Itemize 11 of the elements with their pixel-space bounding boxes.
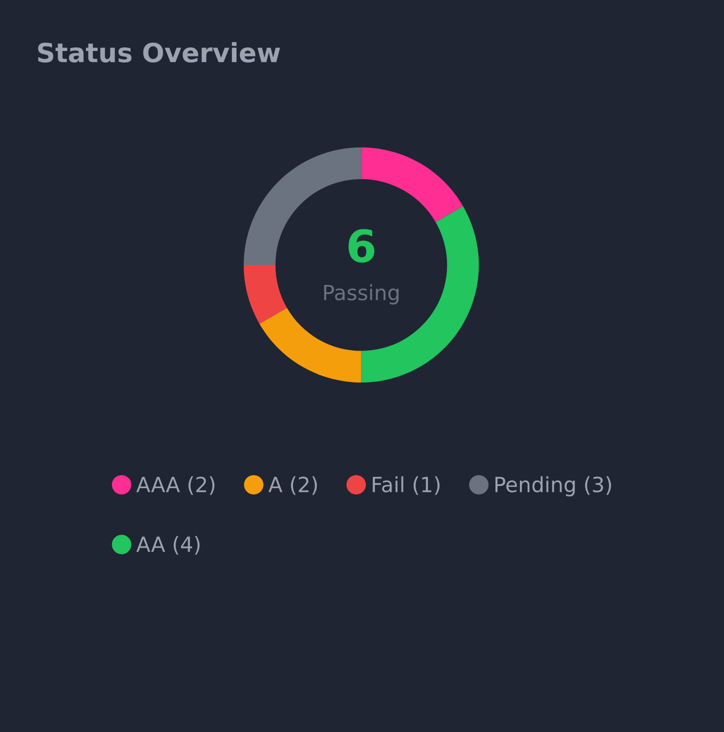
legend-label: AAA (2): [136, 476, 214, 495]
donut-slice: [259, 308, 362, 383]
legend-label: AA (4): [136, 536, 200, 555]
legend-label: Pending (3): [495, 476, 612, 496]
donut-slice: [244, 264, 287, 324]
text: 6: [348, 229, 374, 263]
legend-label: Fail (1): [372, 476, 440, 495]
text: Passing: [324, 284, 399, 304]
legend-label: A (2): [268, 476, 317, 495]
donut-slice: [361, 147, 464, 222]
chart-title: Status Overview: [38, 42, 280, 63]
